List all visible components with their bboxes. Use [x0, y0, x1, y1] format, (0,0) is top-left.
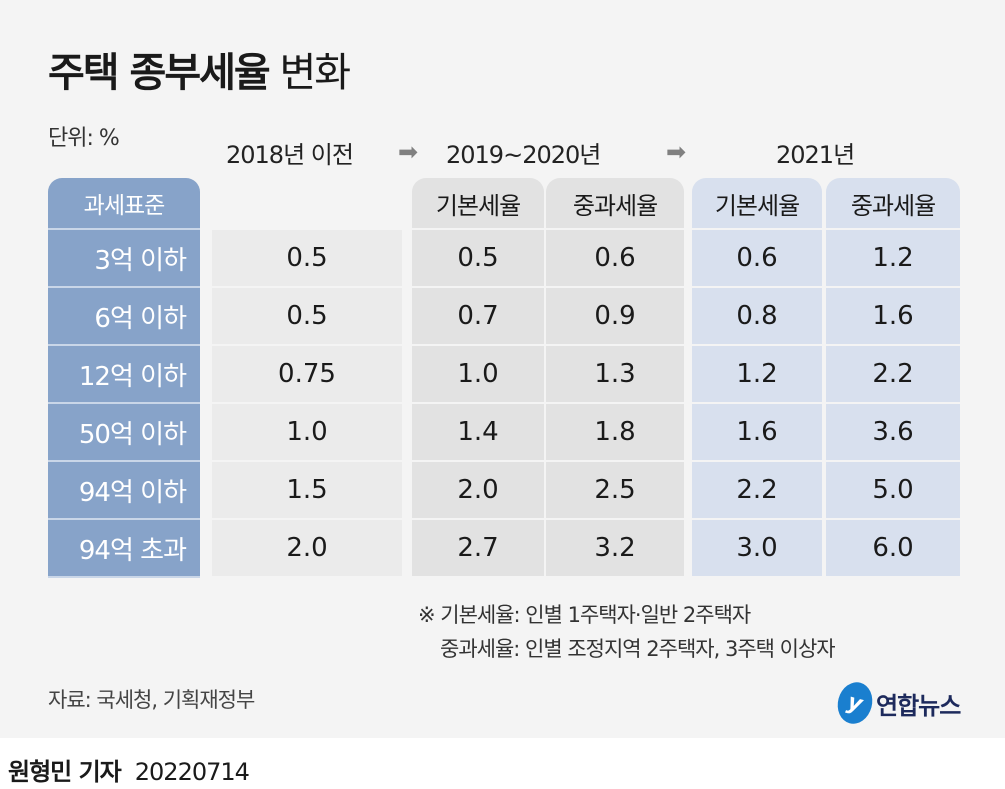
column-header: 중과세율 — [546, 178, 684, 230]
arrow-icon: ➡ — [398, 138, 419, 166]
row-label-column: 과세표준 3억 이하 6억 이하 12억 이하 50억 이하 94억 이하 94억 초과 — [48, 178, 200, 578]
value-cell: 6.0 — [826, 520, 960, 578]
value-cell: 3.2 — [546, 520, 684, 578]
row-label: 94억 이하 — [48, 462, 200, 520]
row-label: 3억 이하 — [48, 230, 200, 288]
value-cell: 2.2 — [692, 462, 822, 520]
column-header: 기본세율 — [412, 178, 544, 230]
value-cell: 1.3 — [546, 346, 684, 404]
value-cell: 0.5 — [212, 230, 402, 288]
value-cell: 2.5 — [546, 462, 684, 520]
arrow-icon: ➡ — [666, 138, 687, 166]
note-heavy: 중과세율: 인별 조정지역 2주택자, 3주택 이상자 — [440, 637, 836, 661]
column-2019-heavy: 중과세율 0.6 0.9 1.3 1.8 2.5 3.2 — [546, 178, 684, 578]
value-cell: 1.5 — [212, 462, 402, 520]
value-cell: 2.7 — [412, 520, 544, 578]
row-label: 6억 이하 — [48, 288, 200, 346]
period-2019-2020: 2019~2020년 — [446, 141, 601, 169]
value-cell: 1.2 — [826, 230, 960, 288]
value-cell: 0.9 — [546, 288, 684, 346]
logo-mark-icon: y — [833, 678, 877, 728]
row-header: 과세표준 — [48, 178, 200, 230]
period-2021: 2021년 — [776, 141, 855, 169]
logo-text: 연합뉴스 — [876, 691, 961, 720]
value-cell: 0.7 — [412, 288, 544, 346]
value-cell: 0.5 — [212, 288, 402, 346]
column-2021-heavy: 중과세율 1.2 1.6 2.2 3.6 5.0 6.0 — [826, 178, 960, 578]
column-header: 기본세율 — [692, 178, 822, 230]
value-cell: 3.6 — [826, 404, 960, 462]
row-label: 12억 이하 — [48, 346, 200, 404]
value-cell: 1.4 — [412, 404, 544, 462]
value-cell: 2.0 — [412, 462, 544, 520]
value-cell: 3.0 — [692, 520, 822, 578]
value-cell: 1.0 — [412, 346, 544, 404]
value-cell: 5.0 — [826, 462, 960, 520]
note-basic: ※ 기본세율: 인별 1주택자·일반 2주택자 — [418, 603, 751, 627]
value-cell: 2.2 — [826, 346, 960, 404]
row-label: 50억 이하 — [48, 404, 200, 462]
unit-label: 단위: % — [48, 126, 120, 151]
value-cell: 0.8 — [692, 288, 822, 346]
page-title: 주택 종부세율 변화 — [48, 50, 351, 96]
value-cell: 1.2 — [692, 346, 822, 404]
footnotes: ※ 기본세율: 인별 1주택자·일반 2주택자 중과세율: 인별 조정지역 2주… — [418, 598, 836, 666]
value-cell: 1.0 — [212, 404, 402, 462]
value-cell: 2.0 — [212, 520, 402, 578]
column-2021-basic: 기본세율 0.6 0.8 1.2 1.6 2.2 3.0 — [692, 178, 822, 578]
column-header — [212, 178, 402, 230]
value-cell: 0.5 — [412, 230, 544, 288]
source-text: 자료: 국세청, 기획재정부 — [48, 688, 255, 712]
row-label: 94억 초과 — [48, 520, 200, 578]
column-2019-basic: 기본세율 0.5 0.7 1.0 1.4 2.0 2.7 — [412, 178, 544, 578]
value-cell: 0.6 — [546, 230, 684, 288]
value-cell: 0.75 — [212, 346, 402, 404]
value-cell: 1.8 — [546, 404, 684, 462]
column-header: 중과세율 — [826, 178, 960, 230]
value-cell: 1.6 — [826, 288, 960, 346]
value-cell: 1.6 — [692, 404, 822, 462]
column-2018: 0.5 0.5 0.75 1.0 1.5 2.0 — [212, 178, 402, 578]
byline: 원형민 기자 20220714 — [8, 758, 250, 786]
yonhap-logo: y 연합뉴스 — [833, 678, 961, 728]
period-2018: 2018년 이전 — [226, 141, 354, 169]
value-cell: 0.6 — [692, 230, 822, 288]
